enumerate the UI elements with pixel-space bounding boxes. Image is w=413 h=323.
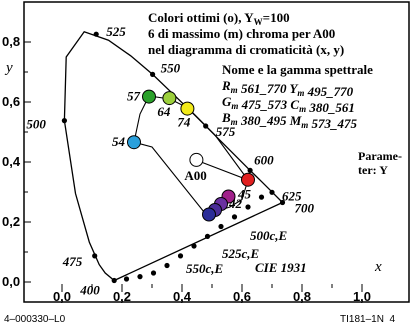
- purple-line-tick: [231, 214, 238, 220]
- spectral-point: [93, 31, 99, 37]
- y-tick-label: 0,4: [2, 154, 21, 169]
- x-tick-label: 1,0: [353, 289, 371, 304]
- purple-line: [113, 201, 283, 282]
- y-tick-label: 0,6: [2, 94, 20, 109]
- y-tick-label: 0,2: [2, 214, 20, 229]
- color-point: [202, 207, 216, 222]
- point-label: 74: [177, 115, 191, 130]
- footer-left: 4–000330–L0: [4, 314, 66, 323]
- spectral-point: [279, 199, 286, 206]
- point-label: 45: [237, 187, 252, 202]
- spectral-point: [61, 118, 67, 124]
- point-label: A00: [184, 168, 206, 183]
- purple-line-tick: [164, 262, 170, 269]
- spectral-label: 625: [282, 188, 302, 203]
- spectral-label: 525: [106, 24, 126, 39]
- y-tick-label: 0,8: [2, 34, 20, 49]
- plot-frame: [23, 1, 410, 303]
- point-label: 42: [228, 196, 243, 211]
- purple-line-tick: [177, 253, 184, 259]
- purple-line-tick: [191, 243, 197, 249]
- title-line-2: 6 di massimo (m) chroma per A00: [148, 26, 335, 41]
- spectral-label: 700: [295, 201, 315, 216]
- color-point: [180, 101, 195, 116]
- spectral-point: [269, 189, 275, 195]
- spectral-label: 575: [216, 124, 236, 139]
- y-axis-label: y: [4, 60, 13, 76]
- color-point: [127, 135, 141, 150]
- x-tick-label: 0,0: [53, 289, 71, 304]
- spectral-label: 500: [26, 117, 46, 132]
- parameter-label: ter: Y: [358, 163, 388, 177]
- x-tick-label: 0,4: [173, 289, 192, 304]
- spectral-label: 600: [254, 152, 274, 167]
- y-tick-label: 0,0: [2, 274, 20, 289]
- color-point: [142, 89, 156, 104]
- purple-line-label: 550c,E: [186, 261, 224, 276]
- legend-row: Rm 561_770 Ym 495_770: [221, 78, 354, 99]
- purple-line-label: 525c,E: [222, 246, 260, 261]
- legend-title: Nome e la gamma spettrale: [222, 62, 373, 77]
- spectral-point: [150, 71, 156, 77]
- spectral-label: 475: [62, 254, 83, 269]
- parameter-label: Parame-: [358, 149, 402, 163]
- spectral-label: 400: [79, 283, 100, 298]
- spectral-point: [111, 277, 117, 284]
- purple-line-tick: [123, 276, 130, 282]
- purple-line-tick: [204, 233, 211, 239]
- cie-label: CIE 1931: [255, 260, 307, 275]
- legend-row: Gm 475_573 Cm 380_561: [222, 94, 355, 115]
- spectral-point: [92, 253, 98, 259]
- purple-line-tick: [218, 223, 224, 230]
- point-label: 54: [112, 134, 126, 149]
- color-point: [162, 91, 177, 106]
- spectral-label: 550: [161, 60, 181, 75]
- color-point: [189, 152, 204, 167]
- title-line-1: Colori ottimi (o), YW=100: [148, 10, 290, 27]
- purple-line-tick: [245, 204, 251, 210]
- title-line-3: nel diagramma di cromaticità (x, y): [148, 42, 344, 57]
- purple-line-tick: [258, 194, 265, 200]
- footer-right: TI181–1N_4: [340, 314, 395, 323]
- x-tick-label: 0,6: [233, 289, 251, 304]
- color-point: [241, 172, 255, 187]
- purple-line-tick: [137, 274, 143, 280]
- x-axis-label: x: [374, 259, 382, 275]
- x-tick-label: 0,8: [293, 289, 311, 304]
- spectral-point: [247, 167, 253, 173]
- purple-line-label: 500c,E: [250, 228, 288, 243]
- point-label: 64: [157, 104, 171, 119]
- x-tick-label: 0,2: [113, 289, 131, 304]
- point-label: 57: [127, 89, 141, 104]
- legend-row: Bm 380_495 Mm 573_475: [221, 110, 358, 131]
- purple-line-tick: [150, 270, 157, 276]
